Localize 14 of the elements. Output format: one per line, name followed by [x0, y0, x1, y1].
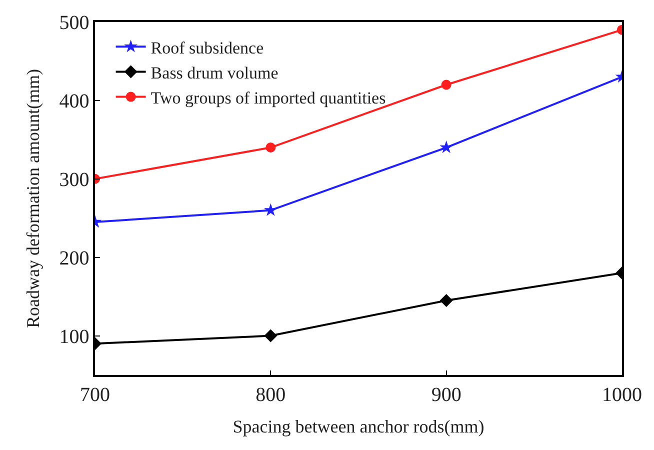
y-tick-label: 100	[59, 326, 90, 348]
y-tick-label: 500	[59, 12, 90, 34]
legend-label: Two groups of imported quantities	[150, 88, 386, 108]
x-axis-title: Spacing between anchor rods(mm)	[232, 416, 484, 436]
x-tick-label: 800	[256, 384, 286, 406]
legend-label: Roof subsidence	[150, 38, 264, 58]
y-tick-label: 300	[59, 168, 90, 191]
x-tick-label: 900	[431, 384, 462, 406]
x-tick-label: 700	[80, 384, 110, 406]
y-tick-label: 200	[59, 247, 90, 270]
y-tick-label: 400	[59, 90, 90, 112]
y-axis-title: Roadway deformation amount(mm)	[22, 69, 43, 328]
legend-label: Bass drum volume	[150, 63, 278, 82]
x-tick-label: 1000	[602, 384, 642, 406]
